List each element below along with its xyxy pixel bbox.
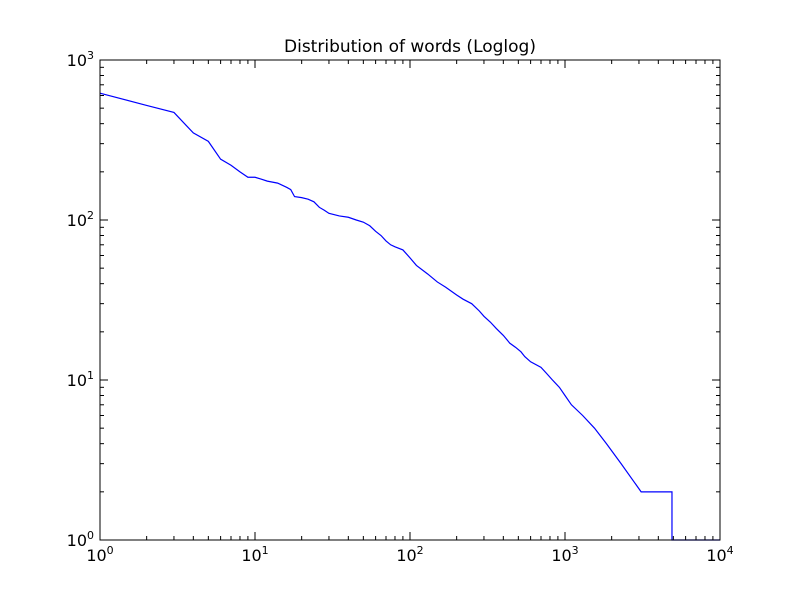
- plot-background: [100, 60, 720, 540]
- series-layer: [99, 92, 720, 541]
- x-tick-label: 101: [241, 544, 268, 565]
- y-tick-label: 102: [67, 209, 94, 230]
- chart-title: Distribution of words (Loglog): [284, 37, 536, 57]
- plot-area: [100, 60, 720, 540]
- x-tick-label: 103: [551, 544, 578, 565]
- y-tick-label: 103: [67, 49, 94, 70]
- x-tick-label: 102: [396, 544, 423, 565]
- series-line-0: [99, 92, 720, 541]
- x-tick-label: 100: [86, 544, 113, 565]
- x-tick-label: 104: [706, 544, 733, 565]
- y-tick-label: 100: [67, 529, 94, 550]
- y-tick-label: 101: [67, 369, 94, 390]
- ticks-layer: 100 101 102 103 104 100 101 102 103: [67, 49, 734, 565]
